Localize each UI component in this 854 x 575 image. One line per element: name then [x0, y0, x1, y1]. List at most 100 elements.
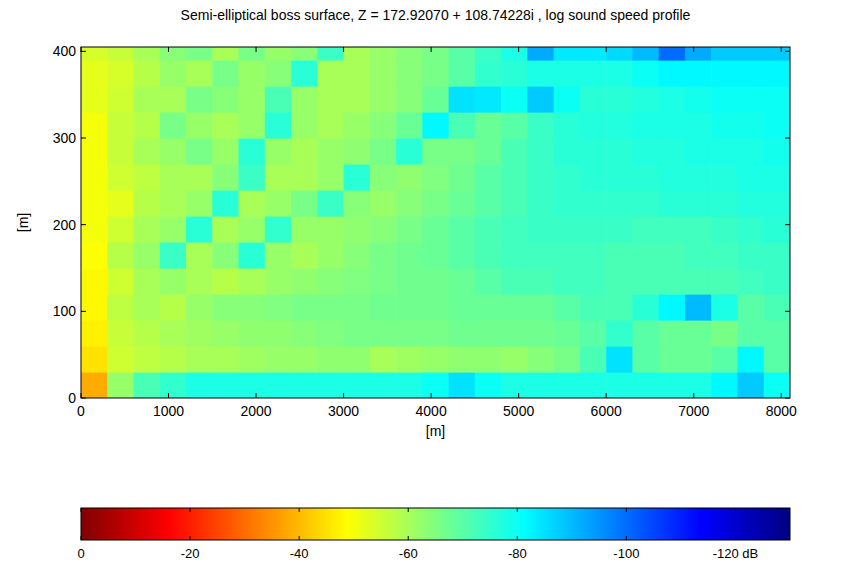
cell	[370, 372, 397, 398]
y-tick-right	[785, 398, 790, 399]
cell	[554, 346, 581, 373]
cell	[134, 60, 161, 87]
cell	[659, 86, 686, 113]
cell	[711, 86, 738, 113]
x-tick	[256, 393, 257, 398]
x-tick	[168, 393, 169, 398]
cell	[291, 60, 318, 87]
cell	[186, 164, 213, 191]
x-tick-label: 3000	[328, 403, 359, 419]
cells	[81, 47, 790, 398]
cell	[659, 216, 686, 243]
cell	[81, 86, 108, 113]
cell	[291, 164, 318, 191]
cell	[685, 372, 712, 398]
cell	[501, 242, 528, 269]
cell	[606, 294, 633, 321]
cell	[501, 320, 528, 347]
chart: Semi-elliptical boss surface, Z = 172.92…	[0, 0, 854, 575]
cell	[632, 86, 659, 113]
cell	[737, 190, 764, 217]
cell	[711, 164, 738, 191]
cell	[632, 294, 659, 321]
cell	[737, 164, 764, 191]
cell	[160, 268, 187, 295]
cell	[344, 190, 371, 217]
cell	[186, 190, 213, 217]
cell	[422, 372, 449, 398]
cell	[291, 268, 318, 295]
cell	[396, 346, 423, 373]
cell	[606, 372, 633, 398]
cell	[344, 164, 371, 191]
cell	[685, 86, 712, 113]
cell	[580, 320, 607, 347]
cell	[527, 112, 554, 139]
cell	[475, 294, 502, 321]
cell	[764, 294, 790, 321]
cell	[186, 138, 213, 165]
cell	[501, 164, 528, 191]
cell	[212, 372, 239, 398]
cell	[291, 86, 318, 113]
cell	[764, 320, 790, 347]
colorbar-tick-top	[408, 508, 409, 512]
y-tick-right	[785, 224, 790, 225]
cell	[737, 112, 764, 139]
cell	[344, 242, 371, 269]
colorbar-tick	[626, 536, 627, 540]
cell	[711, 372, 738, 398]
cell	[632, 112, 659, 139]
cell	[580, 242, 607, 269]
x-tick-label: 1000	[153, 403, 184, 419]
cell	[554, 320, 581, 347]
cell	[449, 320, 476, 347]
cell	[344, 86, 371, 113]
cell	[475, 138, 502, 165]
cell	[737, 60, 764, 87]
cell	[396, 190, 423, 217]
colorbar-tick-top	[517, 508, 518, 512]
cell	[81, 47, 108, 61]
cell	[317, 60, 344, 87]
cell	[422, 320, 449, 347]
cell	[449, 372, 476, 398]
cell	[422, 60, 449, 87]
cell	[396, 86, 423, 113]
x-tick	[343, 393, 344, 398]
x-tick	[606, 393, 607, 398]
cell	[160, 47, 187, 61]
cell	[134, 47, 161, 61]
cell	[212, 47, 239, 61]
cell	[711, 60, 738, 87]
cell	[764, 190, 790, 217]
cell	[212, 60, 239, 87]
cell	[449, 112, 476, 139]
cell	[659, 372, 686, 398]
cell	[81, 268, 108, 295]
y-tick	[81, 224, 86, 225]
cell	[239, 60, 266, 87]
cell	[239, 190, 266, 217]
cell	[606, 60, 633, 87]
cell	[606, 268, 633, 295]
cell	[764, 47, 790, 61]
colorbar-tick	[735, 536, 736, 540]
cell	[317, 47, 344, 61]
cell	[291, 216, 318, 243]
cell	[711, 242, 738, 269]
cell	[685, 320, 712, 347]
cell	[396, 112, 423, 139]
x-tick-top	[256, 47, 257, 52]
cell	[107, 86, 134, 113]
cell	[606, 242, 633, 269]
cell	[370, 138, 397, 165]
cell	[711, 346, 738, 373]
cell	[107, 242, 134, 269]
x-tick	[781, 393, 782, 398]
cell	[265, 242, 292, 269]
cell	[685, 60, 712, 87]
cell	[239, 320, 266, 347]
cell	[449, 294, 476, 321]
colorbar-tick-label: -60	[399, 546, 418, 561]
